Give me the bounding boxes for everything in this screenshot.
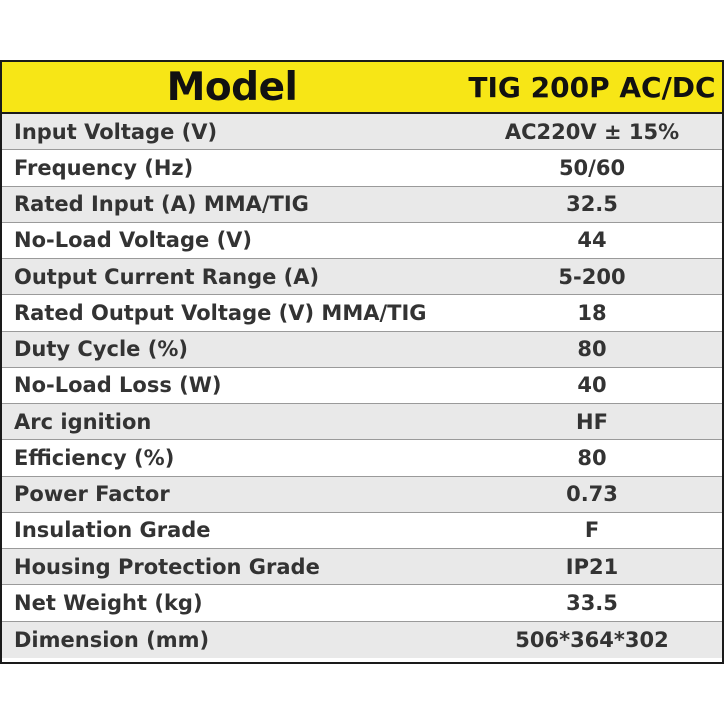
spec-table: Model TIG 200P AC/DC Input Voltage (V) AC… <box>0 60 724 664</box>
spec-value: 32.5 <box>566 192 618 217</box>
spec-value: 80 <box>577 445 607 470</box>
spec-label: Housing Protection Grade <box>14 554 320 579</box>
table-row: Insulation Grade F <box>2 512 722 549</box>
spec-value: 5-200 <box>558 264 626 289</box>
spec-label: Rated Input (A) MMA/TIG <box>14 192 309 217</box>
spec-label: Efficiency (%) <box>14 445 175 470</box>
spec-value: 50/60 <box>558 155 626 180</box>
table-row: Net Weight (kg) 33.5 <box>2 585 722 622</box>
table-row: Output Current Range (A) 5-200 <box>2 259 722 296</box>
table-row: Input Voltage (V) AC220V ± 15% <box>2 114 722 151</box>
spec-value: AC220V ± 15% <box>504 119 680 144</box>
table-row: Duty Cycle (%) 80 <box>2 331 722 368</box>
spec-label: Insulation Grade <box>14 518 211 543</box>
spec-value: 44 <box>577 228 607 253</box>
header-model-label: Model <box>166 64 298 110</box>
spec-label: No-Load Loss (W) <box>14 373 222 398</box>
spec-value: IP21 <box>565 554 619 579</box>
spec-value: HF <box>576 409 608 434</box>
table-row: Rated Input (A) MMA/TIG 32.5 <box>2 186 722 223</box>
table-row: Power Factor 0.73 <box>2 476 722 513</box>
spec-value: 40 <box>577 373 607 398</box>
spec-label: Net Weight (kg) <box>14 590 203 615</box>
spec-label: Output Current Range (A) <box>14 264 320 289</box>
spec-value: 0.73 <box>566 482 618 507</box>
spec-value: F <box>584 518 600 543</box>
table-row: Efficiency (%) 80 <box>2 440 722 477</box>
spec-label: Duty Cycle (%) <box>14 337 188 362</box>
table-row: Frequency (Hz) 50/60 <box>2 150 722 187</box>
table-row: No-Load Voltage (V) 44 <box>2 222 722 259</box>
spec-label: Dimension (mm) <box>14 627 210 652</box>
spec-rows: Input Voltage (V) AC220V ± 15% Frequency … <box>2 114 722 658</box>
table-row: Rated Output Voltage (V) MMA/TIG 18 <box>2 295 722 332</box>
table-row: Housing Protection Grade IP21 <box>2 549 722 586</box>
table-row: No-Load Loss (W) 40 <box>2 367 722 404</box>
spec-value: 33.5 <box>566 590 618 615</box>
spec-label: Input Voltage (V) <box>14 119 218 144</box>
header-model-value: TIG 200P AC/DC <box>468 70 716 104</box>
table-header: Model TIG 200P AC/DC <box>2 62 722 114</box>
spec-value: 80 <box>577 337 607 362</box>
table-row: Dimension (mm) 506*364*302 <box>2 621 722 658</box>
table-row: Arc ignition HF <box>2 404 722 441</box>
spec-value: 18 <box>577 300 607 325</box>
spec-value: 506*364*302 <box>515 627 669 652</box>
spec-label: Frequency (Hz) <box>14 155 194 180</box>
spec-label: Rated Output Voltage (V) MMA/TIG <box>14 300 427 325</box>
spec-label: Arc ignition <box>14 409 152 434</box>
spec-label: Power Factor <box>14 482 170 507</box>
spec-label: No-Load Voltage (V) <box>14 228 253 253</box>
